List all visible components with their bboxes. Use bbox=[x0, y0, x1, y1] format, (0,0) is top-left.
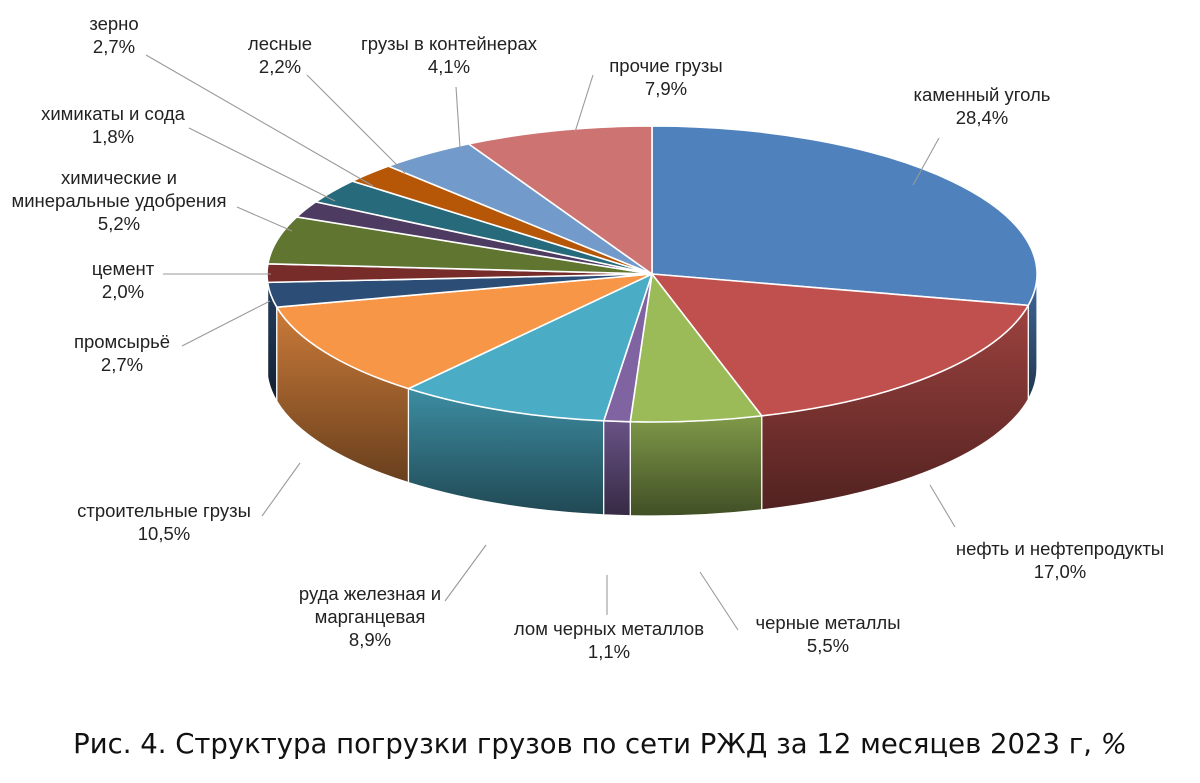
slice-13-category-label: грузы в контейнерах bbox=[361, 33, 538, 54]
slice-9-leader-line bbox=[236, 206, 293, 232]
slice-9-category-label: минеральные удобрения bbox=[12, 190, 227, 211]
slice-2-top bbox=[651, 273, 1030, 417]
caption-unit: % bbox=[1100, 728, 1127, 760]
slice-10-value-label: 1,8% bbox=[92, 126, 134, 147]
slice-3-leader-line bbox=[699, 571, 739, 631]
slice-10-leader-line bbox=[188, 127, 336, 202]
slice-3-category-label: черные металлы bbox=[756, 612, 901, 633]
slice-14-value-label: 7,9% bbox=[645, 78, 687, 99]
slice-5-category-label: марганцевая bbox=[315, 606, 426, 627]
slice-11-value-label: 2,7% bbox=[93, 36, 135, 57]
slice-8-value-label: 2,0% bbox=[102, 281, 144, 302]
slice-12-category-label: лесные bbox=[248, 33, 312, 54]
slice-14-category-label: прочие грузы bbox=[609, 55, 722, 76]
slice-2-value-label: 17,0% bbox=[1034, 561, 1086, 582]
caption-text: Рис. 4. Структура погрузки грузов по сет… bbox=[73, 728, 1092, 760]
slice-14-leader-line bbox=[574, 74, 594, 133]
slice-9-value-label: 5,2% bbox=[98, 213, 140, 234]
slice-6-leader-line bbox=[261, 462, 301, 517]
slice-12-leader-line bbox=[306, 74, 406, 174]
slice-5-category-label: руда железная и bbox=[299, 583, 441, 604]
slice-3-top bbox=[629, 273, 763, 423]
slice-7-category-label: промсырьё bbox=[74, 331, 170, 352]
slice-10-category-label: химикаты и сода bbox=[41, 103, 186, 124]
slice-3-value-label: 5,5% bbox=[807, 635, 849, 656]
slice-5-top bbox=[407, 273, 653, 422]
slice-8-category-label: цемент bbox=[92, 258, 155, 279]
slice-13-value-label: 4,1% bbox=[428, 56, 470, 77]
slice-1-value-label: 28,4% bbox=[956, 107, 1008, 128]
slice-11-leader-line bbox=[145, 54, 374, 187]
slice-12-value-label: 2,2% bbox=[259, 56, 301, 77]
slice-2-category-label: нефть и нефтепродукты bbox=[956, 538, 1164, 559]
figure-caption: Рис. 4. Структура погрузки грузов по сет… bbox=[0, 728, 1200, 760]
slice-6-top bbox=[276, 273, 653, 390]
slice-4-value-label: 1,1% bbox=[588, 641, 630, 662]
slice-9-category-label: химические и bbox=[61, 167, 177, 188]
slice-7-leader-line bbox=[181, 300, 271, 347]
slice-11-category-label: зерно bbox=[89, 13, 138, 34]
slice-6-category-label: строительные грузы bbox=[77, 500, 251, 521]
slice-4-category-label: лом черных металлов bbox=[514, 618, 704, 639]
slice-13-leader-line bbox=[455, 86, 461, 149]
slice-1-top bbox=[651, 125, 1038, 307]
slice-4-side bbox=[603, 420, 631, 517]
slice-14-top bbox=[467, 125, 653, 275]
slice-6-value-label: 10,5% bbox=[138, 523, 190, 544]
slice-1-leader-line bbox=[912, 137, 940, 186]
slice-2-leader-line bbox=[929, 484, 956, 528]
slice-5-value-label: 8,9% bbox=[349, 629, 391, 650]
slice-5-leader-line bbox=[444, 544, 487, 602]
slice-7-value-label: 2,7% bbox=[101, 354, 143, 375]
slice-3-side bbox=[629, 415, 763, 517]
slice-1-category-label: каменный уголь bbox=[914, 84, 1051, 105]
